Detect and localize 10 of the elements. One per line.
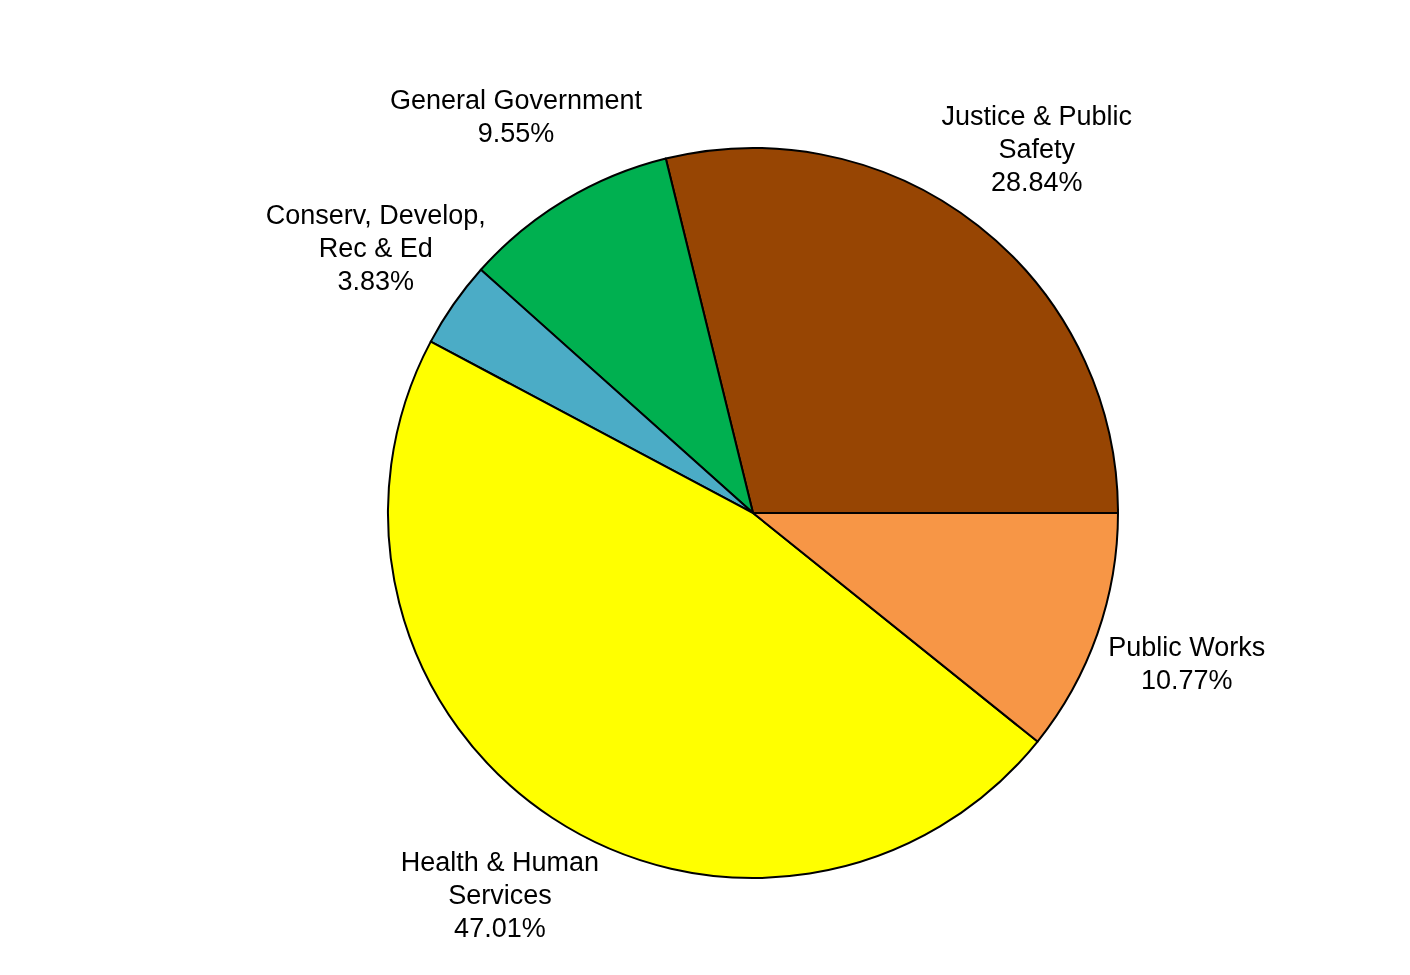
data-label: 10.77% (1141, 665, 1233, 696)
slice-label: Conserv, Develop, Rec & Ed (265, 199, 486, 263)
slice-label: Public Works (1108, 632, 1266, 663)
slice-label: Health & Human Services (400, 847, 599, 911)
slice-label: Justice & Public Safety (941, 101, 1132, 165)
data-label: 3.83% (337, 265, 415, 296)
slice-label: General Government (389, 85, 643, 116)
data-label: 9.55% (477, 118, 555, 149)
data-label: 47.01% (454, 913, 546, 944)
data-label: 28.84% (990, 167, 1083, 198)
